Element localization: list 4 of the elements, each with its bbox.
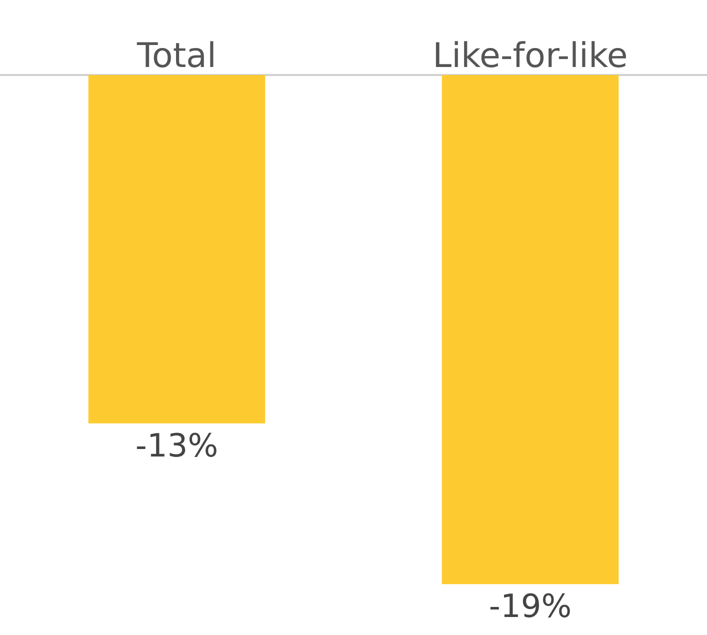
x-tick-label: Like-for-like — [432, 36, 628, 76]
data-label: -13% — [135, 426, 218, 464]
x-tick-label: Total — [136, 36, 216, 76]
data-label: -19% — [488, 587, 572, 626]
